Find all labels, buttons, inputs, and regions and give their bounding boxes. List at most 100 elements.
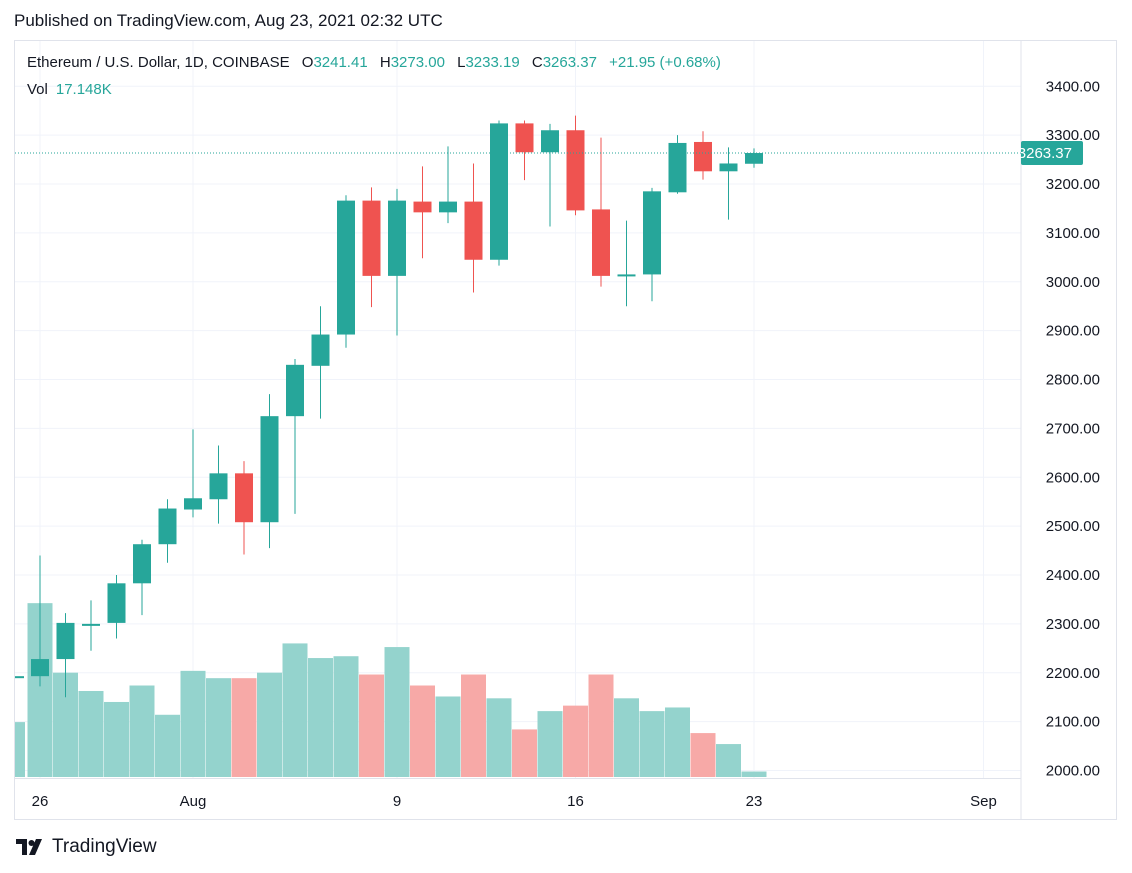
low-value: 3233.19 <box>465 54 520 71</box>
candle-body <box>362 200 381 276</box>
volume-bar <box>257 672 282 777</box>
tradingview-logo-icon <box>16 839 42 855</box>
candle-body <box>337 200 355 335</box>
candle-body <box>592 209 610 276</box>
volume-bar <box>206 678 231 777</box>
volume-bar <box>690 733 716 777</box>
published-caption: Published on TradingView.com, Aug 23, 20… <box>14 11 443 30</box>
chart-frame <box>14 40 1117 820</box>
volume-bar <box>614 698 639 777</box>
volume-bar <box>639 711 665 777</box>
candle-body <box>286 364 304 417</box>
candle-body <box>311 334 330 366</box>
candle-body <box>388 200 406 276</box>
tradingview-brand[interactable]: TradingView <box>16 836 157 858</box>
volume-bar <box>180 670 206 777</box>
y-tick-label: 2800.00 <box>1046 372 1100 389</box>
y-tick-label: 2600.00 <box>1046 469 1100 486</box>
volume-bar <box>410 685 435 777</box>
low-label: L <box>457 54 466 71</box>
y-tick-label: 2400.00 <box>1046 567 1100 584</box>
brand-name: TradingView <box>52 836 157 857</box>
last-price-label: 3263.37 <box>1018 145 1072 162</box>
y-tick-label: 2100.00 <box>1046 714 1100 731</box>
candle-body <box>745 153 763 164</box>
candle-body <box>515 123 534 153</box>
candle-body <box>643 191 661 275</box>
high-value: 3273.00 <box>390 54 445 71</box>
candle-body <box>439 201 457 213</box>
candle-body <box>209 473 228 500</box>
volume-bar <box>537 711 563 777</box>
volume-bar <box>563 705 588 777</box>
candle-body <box>260 416 279 523</box>
volume-bar <box>461 674 486 777</box>
candle-body <box>235 473 253 523</box>
candle-body <box>464 201 483 260</box>
volume-bar <box>435 696 461 777</box>
price-legend: Ethereum / U.S. Dollar, 1D, COINBASE O32… <box>27 54 721 71</box>
candle-body <box>56 622 75 660</box>
close-value: 3263.37 <box>542 54 597 71</box>
candle-body <box>158 508 177 545</box>
y-tick-label: 2500.00 <box>1046 518 1100 535</box>
y-tick-label: 3300.00 <box>1046 127 1100 144</box>
volume-bar <box>665 707 690 777</box>
x-tick-label: 16 <box>567 793 584 810</box>
volume-legend: Vol 17.148K <box>27 81 112 98</box>
candle-body <box>184 498 202 510</box>
candle-body <box>413 201 432 213</box>
x-tick-label: Aug <box>180 793 207 810</box>
volume-bar <box>129 685 155 777</box>
y-tick-label: 2000.00 <box>1046 763 1100 780</box>
x-tick-label: Sep <box>970 793 997 810</box>
symbol-title: Ethereum / U.S. Dollar, 1D, COINBASE <box>27 54 290 71</box>
volume-bar <box>588 674 614 777</box>
y-tick-label: 3400.00 <box>1046 78 1100 95</box>
volume-bar <box>308 658 333 777</box>
open-value: 3241.41 <box>313 54 368 71</box>
volume-bar <box>15 722 25 777</box>
volume-bar <box>512 729 537 777</box>
volume-bar <box>333 656 359 777</box>
x-tick-label: 26 <box>32 793 49 810</box>
close-label: C <box>531 54 543 71</box>
x-tick-label: 9 <box>393 793 401 810</box>
candle-body <box>694 141 712 172</box>
candle-body <box>107 583 126 623</box>
candle-body <box>31 659 49 677</box>
volume-bar <box>282 643 308 777</box>
candle-body <box>15 676 24 679</box>
volume-bar <box>359 674 384 777</box>
candle-body <box>490 123 508 260</box>
volume-bar <box>486 698 512 777</box>
volume-label: Vol <box>27 81 48 98</box>
open-label: O <box>301 54 314 71</box>
volume-value: 17.148K <box>55 81 112 98</box>
candle-body <box>668 142 687 193</box>
y-tick-label: 2300.00 <box>1046 616 1100 633</box>
candle-body <box>719 163 738 172</box>
y-tick-label: 3200.00 <box>1046 176 1100 193</box>
volume-bar <box>104 701 129 777</box>
candle-body <box>617 274 636 277</box>
volume-bar <box>155 714 180 777</box>
volume-bar <box>384 647 410 777</box>
candle-body <box>566 130 585 211</box>
y-tick-label: 3100.00 <box>1046 225 1100 242</box>
volume-bar <box>78 690 104 777</box>
volume-bar <box>231 678 257 777</box>
high-label: H <box>379 54 391 71</box>
candle-body <box>133 544 151 584</box>
y-tick-label: 2900.00 <box>1046 323 1100 340</box>
y-tick-label: 3000.00 <box>1046 274 1100 291</box>
last-price-badge <box>1021 141 1083 166</box>
y-tick-label: 2700.00 <box>1046 420 1100 437</box>
volume-bar <box>716 744 741 777</box>
change-value: +21.95 (+0.68%) <box>609 54 721 71</box>
x-tick-label: 23 <box>746 793 763 810</box>
candle-body <box>541 130 559 153</box>
candle-body <box>82 623 100 626</box>
y-tick-label: 2200.00 <box>1046 665 1100 682</box>
